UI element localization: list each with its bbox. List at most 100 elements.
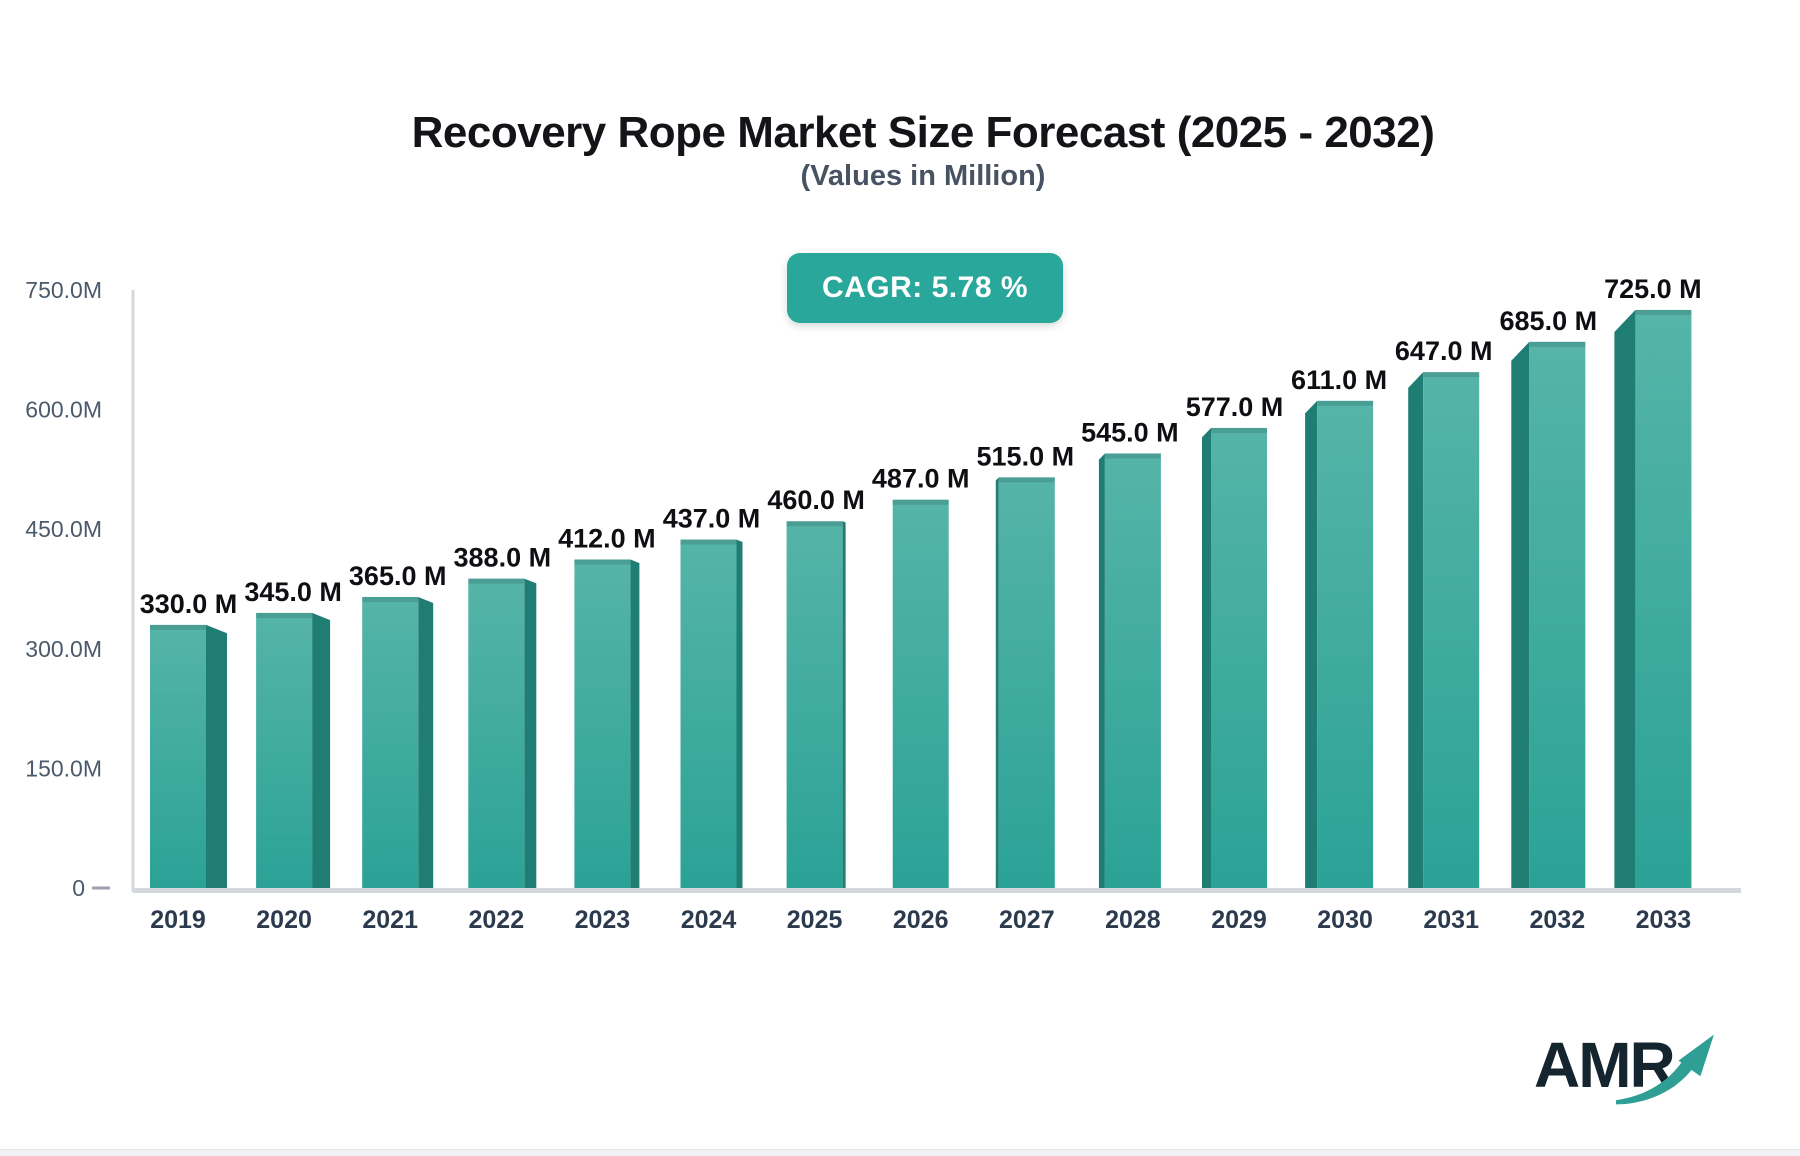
bar-top-edge <box>574 559 631 565</box>
bar-group-2027: 515.0 M 2027 <box>977 441 1075 934</box>
bar-top-edge <box>150 624 206 630</box>
bar-top-edge <box>1529 341 1586 347</box>
x-axis-line <box>133 888 1741 893</box>
bar-top-edge <box>1635 309 1692 315</box>
bar-top-edge <box>468 578 525 584</box>
bar-value-label: 515.0 M <box>977 441 1075 471</box>
y-axis-label: 0 <box>72 875 85 901</box>
bar-value-label: 725.0 M <box>1604 274 1702 304</box>
bar-side-face <box>312 612 331 888</box>
bar-value-label: 365.0 M <box>349 561 447 591</box>
bar-front-face <box>892 499 949 888</box>
bar-front-face <box>1423 372 1480 888</box>
bar-top-edge <box>998 477 1055 483</box>
bar-value-label: 577.0 M <box>1186 392 1284 422</box>
x-axis-label: 2031 <box>1423 906 1479 934</box>
bar-side-face <box>418 596 434 888</box>
bar-top-edge <box>256 612 313 618</box>
amr-logo: AMR <box>1534 1028 1734 1118</box>
bar-group-2020: 345.0 M 2020 <box>244 577 342 934</box>
trend-up-arrow-icon <box>1616 1034 1714 1105</box>
bar-group-2021: 365.0 M 2021 <box>349 561 447 934</box>
bar-value-label: 647.0 M <box>1395 336 1493 366</box>
bar-group-2023: 412.0 M 2023 <box>558 523 656 934</box>
bar-group-2028: 545.0 M 2028 <box>1081 417 1179 934</box>
bar-value-label: 345.0 M <box>244 577 342 607</box>
x-axis-label: 2024 <box>681 906 737 934</box>
bar-top-edge <box>362 596 419 602</box>
bar-top-edge <box>1317 400 1374 406</box>
x-axis-label: 2025 <box>787 906 843 934</box>
bar-value-label: 685.0 M <box>1500 306 1598 336</box>
y-axis-label: 150.0M <box>25 755 102 781</box>
bar-side-face <box>206 624 227 888</box>
bar-value-label: 388.0 M <box>454 543 552 573</box>
bar-group-2031: 647.0 M 2031 <box>1395 336 1493 934</box>
bar-top-edge <box>1104 453 1161 459</box>
bar-side-face <box>1408 372 1424 888</box>
x-axis-label: 2020 <box>256 906 312 934</box>
x-axis-label: 2026 <box>893 906 949 934</box>
bar-front-face <box>1529 341 1586 888</box>
x-axis-label: 2033 <box>1636 906 1692 934</box>
x-axis-label: 2027 <box>999 906 1055 934</box>
bar-value-label: 487.0 M <box>872 464 970 494</box>
bar-side-face <box>842 521 846 888</box>
bar-top-edge <box>1211 427 1267 433</box>
bar-front-face <box>1211 427 1267 888</box>
x-axis-label: 2023 <box>575 906 631 934</box>
bar-front-face <box>1317 400 1374 888</box>
x-axis-label: 2032 <box>1529 906 1585 934</box>
y-axis-label: 600.0M <box>25 397 102 423</box>
bar-group-2019: 330.0 M 2019 <box>140 589 238 934</box>
bar-group-2026: 487.0 M 2026 <box>872 464 970 934</box>
bar-front-face <box>998 477 1055 888</box>
bar-side-face <box>736 539 743 888</box>
bar-side-face <box>1202 427 1211 888</box>
x-axis-label: 2028 <box>1105 906 1161 934</box>
y-axis-label: 450.0M <box>25 516 102 542</box>
bar-group-2022: 388.0 M 2022 <box>454 543 552 934</box>
bar-front-face <box>468 578 525 888</box>
bar-group-2029: 577.0 M 2029 <box>1186 392 1284 934</box>
bar-top-edge <box>786 521 843 527</box>
bar-side-face <box>995 477 999 888</box>
x-axis-label: 2022 <box>468 906 524 934</box>
bar-side-face <box>1305 400 1318 888</box>
chart-subtitle: (Values in Million) <box>800 160 1046 192</box>
bar-front-face <box>680 539 737 888</box>
bar-value-label: 330.0 M <box>140 589 238 619</box>
bar-side-face <box>1614 309 1636 888</box>
bar-front-face <box>256 612 313 888</box>
bar-front-face <box>574 559 631 888</box>
x-axis-label: 2029 <box>1211 906 1267 934</box>
bar-top-edge <box>892 499 949 505</box>
footer-strip <box>0 1149 1800 1156</box>
bar-front-face <box>1104 453 1161 888</box>
bar-value-label: 545.0 M <box>1081 417 1179 447</box>
bar-value-label: 460.0 M <box>767 485 865 515</box>
y-axis-label: 750.0M <box>25 277 102 303</box>
y-axis-label: 300.0M <box>25 636 102 662</box>
cagr-badge: CAGR: 5.78 % <box>787 253 1063 323</box>
bar-front-face <box>786 521 843 888</box>
chart-title: Recovery Rope Market Size Forecast (2025… <box>411 108 1435 157</box>
bar-value-label: 412.0 M <box>558 523 656 553</box>
bar-group-2032: 685.0 M 2032 <box>1500 306 1598 934</box>
bar-top-edge <box>680 539 737 545</box>
x-axis-label: 2019 <box>150 906 206 934</box>
cagr-badge-label: CAGR: 5.78 % <box>821 271 1029 304</box>
bar-side-face <box>524 578 537 888</box>
bar-front-face <box>362 596 419 888</box>
x-axis-label: 2021 <box>362 906 418 934</box>
bar-group-2033: 725.0 M 2033 <box>1604 274 1702 934</box>
bar-group-2030: 611.0 M 2030 <box>1291 365 1387 934</box>
bar-side-face <box>630 559 640 888</box>
bar-group-2024: 437.0 M 2024 <box>663 504 761 934</box>
bar-value-label: 611.0 M <box>1291 365 1387 395</box>
bar-top-edge <box>1423 372 1480 378</box>
bar-group-2025: 460.0 M 2025 <box>767 485 865 934</box>
x-axis-label: 2030 <box>1317 906 1373 934</box>
bar-front-face <box>150 624 206 888</box>
